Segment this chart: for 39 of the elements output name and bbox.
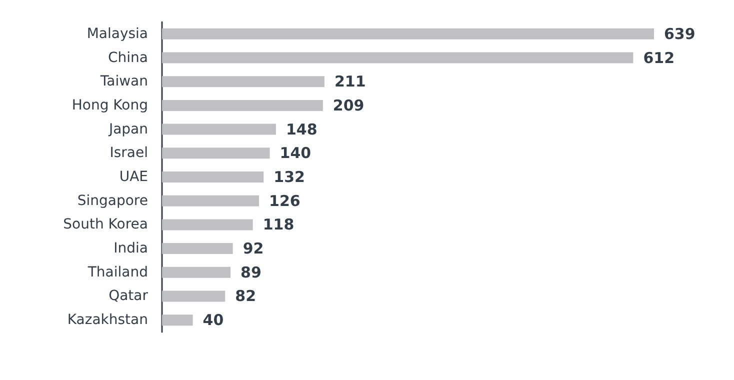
- data-label: 209: [332, 96, 364, 114]
- bar: [162, 52, 634, 64]
- data-label: 82: [235, 287, 256, 306]
- data-label: 118: [262, 216, 294, 234]
- y-tick-label: UAE: [119, 169, 148, 185]
- y-tick-label: Israel: [110, 145, 148, 162]
- y-tick-label: Hong Kong: [72, 97, 148, 114]
- data-label: 40: [202, 311, 224, 330]
- bar: [162, 243, 233, 254]
- bar: [162, 100, 323, 111]
- bar: [162, 219, 253, 230]
- y-tick-label: South Korea: [63, 216, 148, 233]
- y-tick-label: Taiwan: [99, 74, 148, 90]
- bar: [162, 76, 324, 88]
- y-tick-label: Qatar: [108, 288, 148, 304]
- y-tick-label: Malaysia: [86, 26, 148, 42]
- data-label: 140: [280, 144, 312, 162]
- bar: [162, 195, 260, 206]
- bar: [162, 266, 231, 278]
- y-tick-label: Japan: [108, 121, 148, 138]
- data-label: 612: [643, 48, 675, 67]
- data-label: 126: [269, 192, 300, 210]
- data-label: 89: [240, 263, 262, 282]
- bar: [162, 314, 193, 326]
- data-label: 148: [286, 120, 318, 138]
- y-tick-label: China: [108, 50, 148, 66]
- bar: [162, 172, 264, 182]
- y-tick-label: Kazakhstan: [67, 312, 148, 328]
- y-tick-label: Thailand: [86, 264, 148, 280]
- data-label: 132: [274, 168, 305, 186]
- bar: [162, 28, 654, 40]
- bar: [162, 148, 270, 159]
- y-tick-label: Singapore: [77, 192, 148, 209]
- y-tick-label: India: [114, 240, 148, 257]
- bar: [162, 290, 226, 302]
- data-label: 639: [664, 24, 696, 43]
- data-label: 92: [242, 240, 264, 258]
- data-label: 211: [334, 72, 366, 91]
- bar: [162, 124, 276, 135]
